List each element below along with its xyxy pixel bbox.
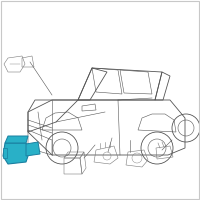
Polygon shape bbox=[26, 142, 40, 156]
Polygon shape bbox=[3, 143, 30, 164]
Polygon shape bbox=[5, 136, 28, 143]
Bar bbox=[3, 148, 7, 158]
